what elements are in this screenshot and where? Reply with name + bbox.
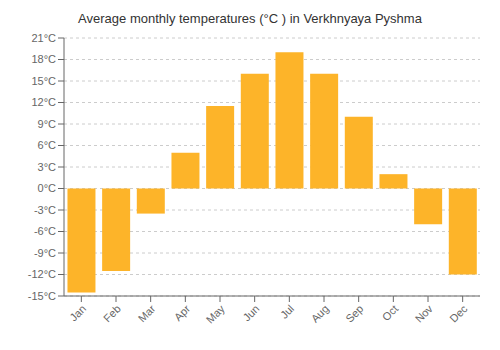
svg-text:Feb: Feb [101, 302, 123, 324]
svg-text:9°C: 9°C [38, 118, 57, 130]
svg-text:Oct: Oct [380, 302, 401, 323]
svg-text:Jun: Jun [241, 302, 262, 323]
svg-text:-9°C: -9°C [34, 247, 56, 259]
svg-text:15°C: 15°C [31, 75, 56, 87]
svg-text:3°C: 3°C [38, 161, 57, 173]
svg-text:Nov: Nov [413, 302, 436, 325]
svg-text:-3°C: -3°C [34, 204, 56, 216]
svg-text:-6°C: -6°C [34, 225, 56, 237]
svg-text:21°C: 21°C [31, 32, 56, 44]
svg-text:Jan: Jan [67, 302, 88, 323]
svg-text:-15°C: -15°C [28, 290, 56, 302]
svg-text:Jul: Jul [278, 302, 296, 320]
svg-text:0°C: 0°C [38, 182, 57, 194]
svg-text:18°C: 18°C [31, 53, 56, 65]
svg-text:12°C: 12°C [31, 96, 56, 108]
svg-text:Sep: Sep [343, 302, 365, 324]
svg-text:Dec: Dec [447, 302, 470, 325]
svg-text:May: May [204, 302, 228, 326]
svg-text:Aug: Aug [309, 302, 331, 324]
svg-text:-12°C: -12°C [28, 268, 56, 280]
svg-text:Apr: Apr [172, 302, 193, 323]
svg-text:Mar: Mar [136, 302, 158, 324]
html-text:Average monthly temperatures (: Average monthly temperatures (°C ) in Ve… [78, 11, 422, 26]
svg-text:6°C: 6°C [38, 139, 57, 151]
